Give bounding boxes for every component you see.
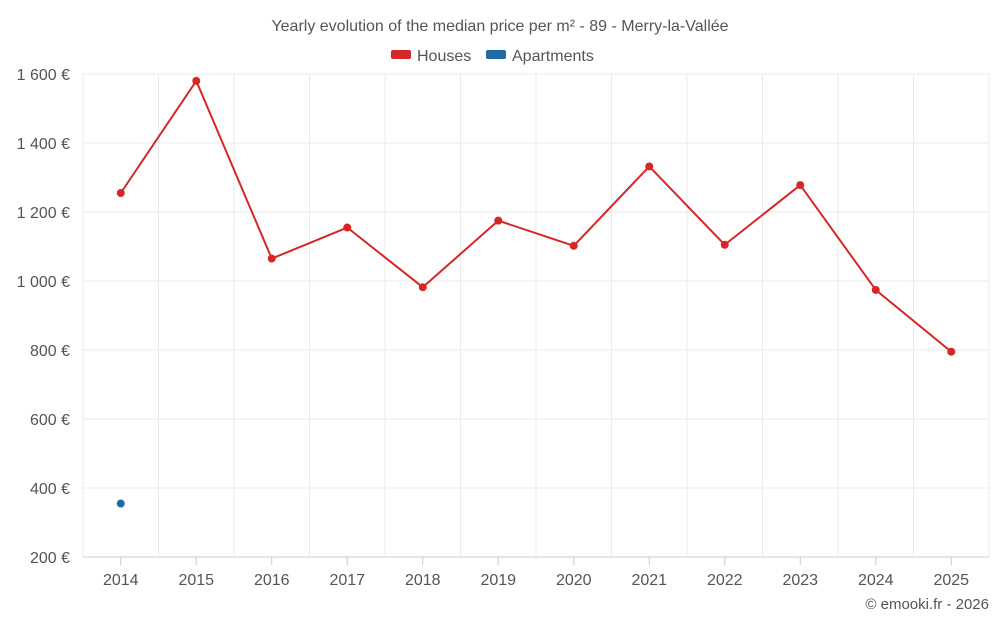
legend[interactable]: Houses Apartments bbox=[391, 48, 594, 65]
y-tick-label: 1 400 € bbox=[17, 136, 70, 153]
y-tick-label: 200 € bbox=[30, 550, 70, 567]
x-tick-label: 2021 bbox=[631, 572, 667, 589]
series-line-houses bbox=[119, 79, 952, 353]
x-tick-label: 2015 bbox=[178, 572, 214, 589]
axes: 200 € 400 € 600 € 800 € 1 000 € 1 200 € 1 400 … bbox=[17, 67, 989, 589]
data-point-houses-2025[interactable] bbox=[947, 347, 956, 356]
data-point-houses-2022[interactable] bbox=[720, 240, 729, 249]
x-tick-label: 2022 bbox=[707, 572, 743, 589]
legend-label-apartments[interactable]: Apartments bbox=[512, 48, 594, 65]
legend-swatch-apartments bbox=[486, 50, 506, 59]
data-point-houses-2015[interactable] bbox=[192, 76, 201, 85]
data-point-houses-2017[interactable] bbox=[343, 223, 352, 232]
x-tick-label: 2023 bbox=[782, 572, 818, 589]
x-tick-label: 2017 bbox=[329, 572, 365, 589]
plot-area bbox=[116, 76, 956, 508]
y-tick-label: 600 € bbox=[30, 412, 70, 429]
x-tick-label: 2025 bbox=[933, 572, 969, 589]
y-tick-label: 800 € bbox=[30, 343, 70, 360]
data-point-houses-2016[interactable] bbox=[267, 254, 276, 263]
legend-label-houses[interactable]: Houses bbox=[417, 48, 471, 65]
y-tick-label: 1 600 € bbox=[17, 67, 70, 84]
data-point-houses-2014[interactable] bbox=[116, 189, 125, 198]
x-tick-label: 2014 bbox=[103, 572, 139, 589]
data-point-houses-2021[interactable] bbox=[645, 162, 654, 171]
y-tick-label: 1 000 € bbox=[17, 274, 70, 291]
data-point-houses-2023[interactable] bbox=[796, 181, 805, 190]
data-point-apartments-2014[interactable] bbox=[116, 499, 125, 508]
x-tick-label: 2016 bbox=[254, 572, 290, 589]
y-tick-label: 400 € bbox=[30, 481, 70, 498]
credit-text: © emooki.fr - 2026 bbox=[865, 596, 989, 613]
data-point-houses-2024[interactable] bbox=[871, 285, 880, 294]
x-tick-label: 2019 bbox=[480, 572, 516, 589]
chart-title: Yearly evolution of the median price per… bbox=[271, 18, 728, 35]
legend-swatch-houses bbox=[391, 50, 411, 59]
y-tick-label: 1 200 € bbox=[17, 205, 70, 222]
x-tick-label: 2018 bbox=[405, 572, 441, 589]
grid bbox=[82, 73, 990, 557]
data-point-houses-2020[interactable] bbox=[569, 241, 578, 250]
x-tick-label: 2024 bbox=[858, 572, 894, 589]
data-point-houses-2019[interactable] bbox=[494, 216, 503, 225]
data-point-houses-2018[interactable] bbox=[418, 283, 427, 292]
x-tick-label: 2020 bbox=[556, 572, 592, 589]
